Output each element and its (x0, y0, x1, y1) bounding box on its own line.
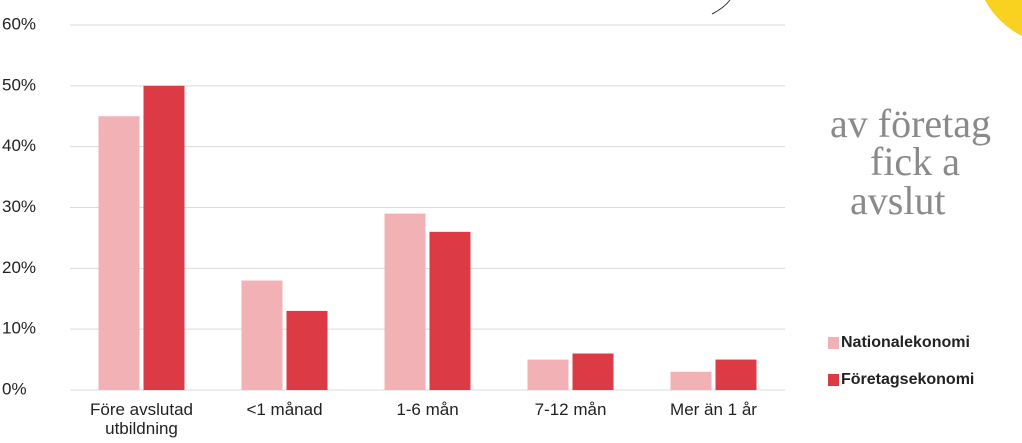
bar (429, 231, 471, 390)
y-tick-label: 40% (2, 136, 36, 155)
bar (384, 213, 426, 390)
bar (527, 359, 569, 390)
x-tick-label: <1 månad (246, 400, 323, 419)
y-tick-label: 30% (2, 197, 36, 216)
legend-label: Nationalekonomi (841, 334, 970, 351)
bar (715, 359, 757, 390)
y-tick-label: 60% (2, 14, 36, 33)
bar (241, 280, 283, 390)
side-text: fick a (870, 139, 960, 184)
decor-arc (711, 0, 731, 15)
side-text: avslut (850, 178, 946, 223)
x-tick-label: Mer än 1 år (670, 400, 757, 419)
legend-swatch (828, 374, 839, 386)
bar (98, 116, 140, 390)
y-tick-label: 50% (2, 75, 36, 94)
bar (143, 85, 185, 390)
x-tick-label: 7-12 mån (534, 400, 607, 419)
legend-swatch (828, 337, 839, 349)
x-tick-label: Före avslutad utbildning (90, 400, 193, 438)
y-tick-label: 20% (2, 258, 36, 277)
bar (670, 371, 712, 390)
x-tick-label: 1-6 mån (396, 400, 459, 419)
bar (572, 353, 614, 390)
y-tick-label: 10% (2, 319, 36, 338)
bar (286, 310, 328, 390)
decor-circle (985, 0, 1022, 37)
legend-label: Företagsekonomi (841, 371, 974, 388)
side-text: av företag (830, 101, 991, 146)
y-tick-label: 0% (2, 379, 27, 398)
